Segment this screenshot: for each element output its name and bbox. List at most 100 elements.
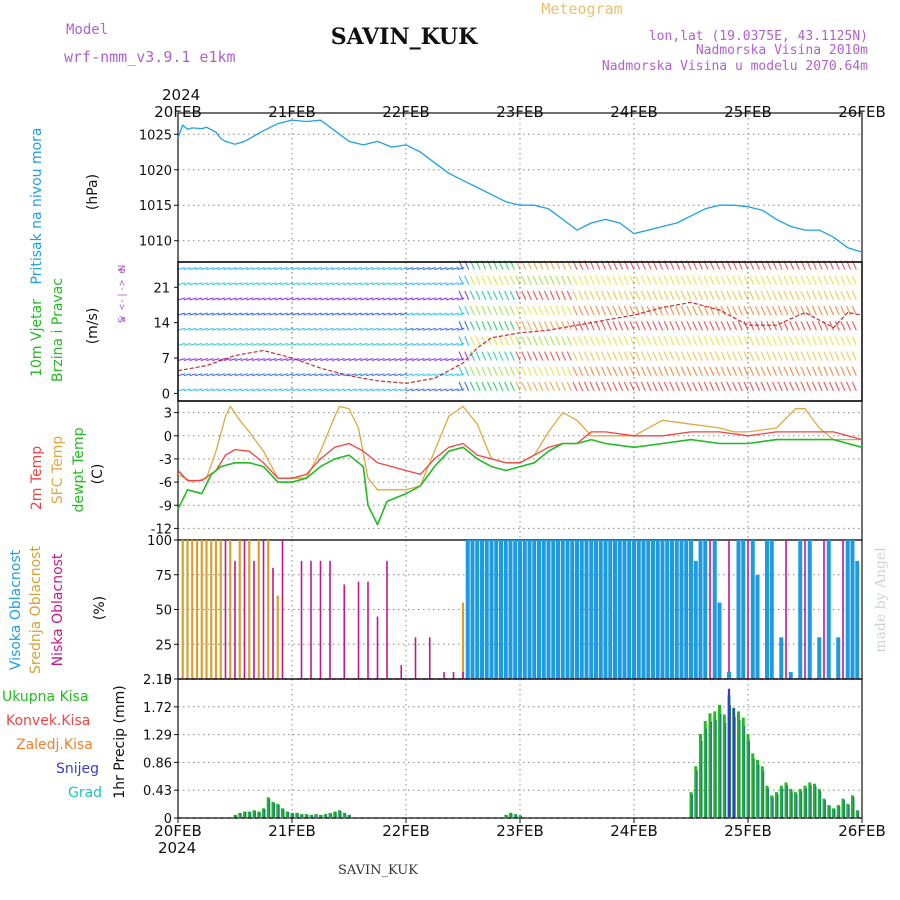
wind-barb [743,275,749,285]
wind-barb [834,290,840,301]
wind-barb [806,275,812,285]
wind-barb [229,282,237,286]
wind-barb [515,305,521,316]
wind-barb [817,366,823,376]
wind-barb [828,305,835,316]
wind-barb [692,336,698,346]
wind-barb [538,336,544,346]
wind-barb [400,373,408,377]
wind-barb [177,327,186,331]
wind-barb [354,267,362,271]
wind-barb [675,366,681,376]
wind-barb [703,366,709,376]
wind-barb [600,290,607,301]
wind-barb [521,336,527,346]
wind-barb [411,282,419,286]
wind-barb [526,351,532,361]
wind-barb [561,321,567,331]
wind-barb [732,290,738,301]
precipitation-panel: 0 0.43 0.86 1.29 1.72 2.15 [143,673,863,827]
wind-barb [675,336,681,346]
wind-barb [274,297,283,301]
wind-barb [457,358,465,362]
wind-barb [297,267,305,271]
wind-barb [834,381,840,392]
wind-barb [263,267,271,271]
wind-barb [469,351,475,361]
precip-legend-frozen: Zaledj.Kisa [16,737,93,753]
wind-barb [834,351,840,361]
wind-barb [417,327,425,331]
wind-barb [851,305,857,316]
wind-barb [303,312,311,316]
wind-barb [771,275,778,285]
wind-barb [789,366,795,376]
wind-barb [754,351,760,361]
wind-barb [646,366,652,376]
wind-barb [709,321,715,331]
wind-barb [274,388,283,392]
pressure-line [177,119,863,253]
wind-barb [629,305,635,316]
wind-barb [411,388,419,392]
wind-barb [498,336,504,346]
wind-barb [457,297,465,301]
wind-barb [686,336,692,346]
wind-barb [640,381,646,392]
wind-barb [212,373,220,377]
wind-barb [749,381,755,392]
wind-barb [680,336,686,346]
wind-barb [229,297,237,301]
wind-barb [337,312,345,316]
wind-barb [212,342,220,346]
wind-barb [326,342,334,346]
wind-barb [411,373,419,377]
wind-barb [760,275,766,285]
wind-barb [383,342,391,346]
wind-barb [308,297,317,301]
wind-barb [737,305,743,316]
wind-barb [640,336,646,346]
wind-unit: (m/s) [85,308,101,345]
wind-barb [572,381,578,392]
cloud-ylabel2: Srednja Oblacnost [28,546,44,674]
wind-barb [422,358,431,362]
wind-barb [680,275,686,285]
wind-barb [714,275,721,285]
wind-barb [561,381,567,392]
wind-barb [194,342,203,346]
wind-barb [280,358,288,362]
wind-barb [709,275,715,285]
wind-barb [183,312,191,316]
wind-barb [377,388,385,392]
wind-barb [789,290,795,301]
cloud-ytick-label: 100 [147,534,172,549]
wind-barb [481,366,487,376]
wind-barb [246,282,254,286]
wind-barb [274,312,283,316]
wind-barb [817,336,823,346]
wind-barb [388,267,397,271]
wind-barb [297,297,305,301]
wind-barb [543,366,550,376]
wind-barb [269,282,277,286]
wind-barb [714,381,721,392]
wind-barb [840,381,846,392]
wind-barb [458,336,464,346]
wind-barb [754,305,760,316]
wind-barb [348,312,357,316]
wind-barb [177,282,186,286]
wind-barb [840,336,846,346]
wind-barb [783,351,789,361]
wind-barb [566,366,572,376]
wind-barb [800,321,806,331]
wind-barb [291,388,300,392]
wind-barb [280,388,288,392]
wind-barb [538,381,544,392]
temp2m-line [177,431,863,482]
wind-barb [646,290,652,301]
wind-barb [549,336,555,346]
wind-barb [308,267,317,271]
wind-barb [675,305,681,316]
wind-barb [440,297,448,301]
